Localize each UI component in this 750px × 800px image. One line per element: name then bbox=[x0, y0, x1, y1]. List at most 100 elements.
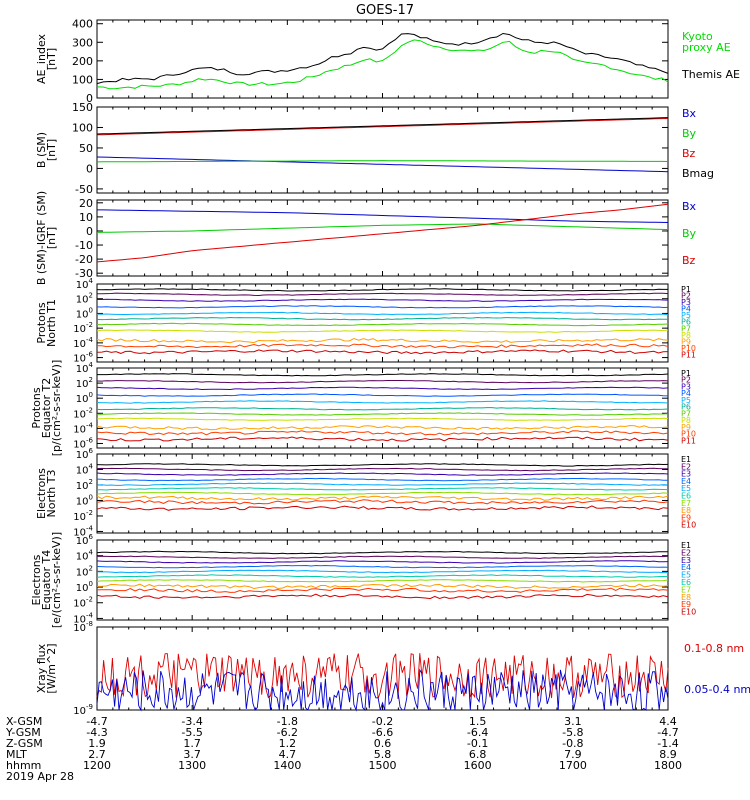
series-line bbox=[97, 209, 669, 223]
y-axis-label: [p/(cm²-s-sr-keV)] bbox=[50, 360, 63, 457]
channel-label: P1 bbox=[681, 285, 691, 294]
y-axis-label: Protons bbox=[30, 387, 43, 428]
legend-label: Bz bbox=[682, 147, 696, 160]
x-axis-value: 6.8 bbox=[469, 748, 487, 761]
y-tick-label: 0 bbox=[86, 162, 93, 175]
y-axis-label: [e/(cm²-s-sr-keV)] bbox=[50, 532, 63, 628]
y-tick-label: -50 bbox=[75, 183, 93, 196]
x-axis-row-label: Z-GSM bbox=[6, 737, 43, 750]
legend-label: 0.05-0.4 nm bbox=[684, 683, 750, 696]
y-tick-label: 106 bbox=[76, 533, 94, 547]
channel-line bbox=[96, 472, 669, 476]
legend-label: 0.1-0.8 nm bbox=[684, 642, 744, 655]
legend-label: Bmag bbox=[682, 167, 714, 180]
x-axis-value: 1200 bbox=[83, 759, 111, 772]
y-tick-label: 10-2 bbox=[73, 321, 93, 335]
x-axis-value: 1600 bbox=[464, 759, 492, 772]
y-tick-label: -30 bbox=[75, 267, 93, 280]
channel-line bbox=[96, 587, 669, 593]
channel-line bbox=[96, 329, 669, 333]
plot-title: GOES-17 bbox=[356, 3, 414, 18]
channel-label: E8 bbox=[681, 506, 691, 515]
channel-label: P4 bbox=[681, 305, 691, 314]
x-axis-value: -5.8 bbox=[562, 726, 583, 739]
x-axis-value: 1.9 bbox=[88, 737, 106, 750]
y-axis-label: Electrons bbox=[30, 554, 43, 605]
channel-label: P10 bbox=[681, 430, 696, 439]
channel-line bbox=[96, 305, 669, 309]
channel-line bbox=[96, 550, 669, 555]
x-axis-value: -6.6 bbox=[372, 726, 393, 739]
channel-line bbox=[96, 467, 669, 472]
channel-label: P4 bbox=[681, 389, 691, 398]
y-tick-label: 100 bbox=[72, 121, 93, 134]
x-axis-value: 1.7 bbox=[183, 737, 201, 750]
channel-line bbox=[97, 343, 669, 349]
channel-label: P2 bbox=[681, 292, 691, 301]
channel-line bbox=[96, 424, 669, 431]
channel-line bbox=[96, 417, 669, 421]
channel-label: P5 bbox=[681, 396, 691, 405]
channel-label: E5 bbox=[681, 571, 691, 580]
x-axis-value: 4.4 bbox=[659, 715, 677, 728]
channel-label: P8 bbox=[681, 331, 691, 340]
x-axis-value: 2.7 bbox=[88, 748, 106, 761]
y-axis-label: [nT] bbox=[45, 227, 58, 249]
channel-line bbox=[96, 593, 669, 600]
y-tick-label: 20 bbox=[79, 197, 93, 210]
y-tick-label: 100 bbox=[76, 580, 93, 594]
channel-line bbox=[96, 430, 669, 436]
x-axis-value: 0.6 bbox=[374, 737, 392, 750]
y-tick-label: 0 bbox=[86, 92, 93, 105]
y-axis-label: Electrons bbox=[35, 468, 48, 519]
x-axis-value: -1.4 bbox=[657, 737, 678, 750]
channel-line bbox=[96, 288, 668, 292]
x-axis-value: -1.8 bbox=[277, 715, 298, 728]
channel-label: P9 bbox=[681, 337, 691, 346]
channel-line bbox=[96, 322, 669, 327]
channel-label: P11 bbox=[681, 350, 696, 359]
series-line bbox=[96, 32, 669, 85]
channel-line bbox=[97, 298, 669, 302]
y-tick-label: 400 bbox=[72, 18, 93, 31]
x-axis-value: 5.8 bbox=[374, 748, 392, 761]
x-axis-value: 1700 bbox=[559, 759, 587, 772]
y-tick-label: 10-2 bbox=[73, 406, 93, 420]
series-line bbox=[96, 118, 669, 136]
x-axis-table: X-GSM -4.7 -3.4 -1.8 -0.2 1.5 3.1 4.4Y-GSM -4.3-… bbox=[5, 715, 682, 783]
channel-label: E2 bbox=[681, 548, 691, 557]
y-axis-label: Equator T4 bbox=[40, 550, 53, 610]
y-tick-label: 102 bbox=[76, 478, 93, 492]
channel-label: E3 bbox=[681, 556, 691, 565]
x-axis-value: 1.2 bbox=[279, 737, 297, 750]
y-tick-label: -10 bbox=[75, 239, 93, 252]
y-tick-label: 100 bbox=[76, 306, 93, 320]
channel-line bbox=[96, 491, 669, 496]
channel-label: P6 bbox=[681, 403, 691, 412]
x-axis-value: 3.1 bbox=[564, 715, 582, 728]
channel-line bbox=[96, 564, 669, 569]
x-axis-value: -5.5 bbox=[181, 726, 202, 739]
channel-line bbox=[96, 482, 669, 486]
x-axis-value: 1.5 bbox=[469, 715, 487, 728]
channel-label: E9 bbox=[681, 513, 691, 522]
x-axis-value: 1300 bbox=[178, 759, 206, 772]
x-axis-value: -0.1 bbox=[467, 737, 488, 750]
channel-line bbox=[96, 407, 669, 411]
x-axis-value: 7.9 bbox=[564, 748, 582, 761]
series-line bbox=[96, 156, 669, 173]
channel-line bbox=[96, 583, 669, 590]
channel-label: P3 bbox=[681, 382, 691, 391]
channel-line bbox=[96, 574, 669, 578]
channel-line bbox=[96, 311, 669, 316]
y-tick-label: 104 bbox=[76, 361, 94, 375]
channel-label: E4 bbox=[681, 477, 691, 486]
x-axis-value: 1800 bbox=[654, 759, 682, 772]
y-axis-label: [W/m^2] bbox=[45, 643, 58, 693]
x-axis-value: 8.9 bbox=[659, 748, 677, 761]
